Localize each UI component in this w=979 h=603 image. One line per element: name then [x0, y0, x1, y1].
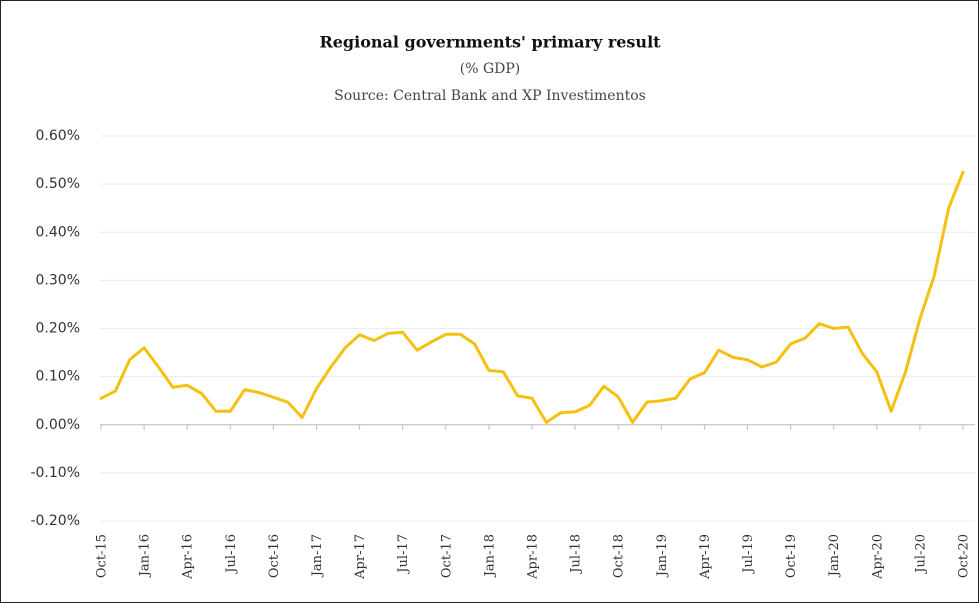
y-tick-label: 0.50% — [36, 176, 80, 192]
y-tick-label: -0.20% — [30, 513, 80, 529]
x-tick-label: Jan-20 — [827, 534, 842, 578]
x-tick-label: Jul-20 — [913, 534, 928, 575]
x-tick-label: Jan-16 — [138, 534, 153, 578]
y-tick-label: 0.60% — [36, 128, 80, 144]
y-tick-label: 0.20% — [36, 321, 80, 337]
y-tick-label: 0.30% — [36, 272, 80, 288]
y-tick-label: 0.00% — [36, 417, 80, 433]
chart-subtitle: (% GDP) — [460, 61, 521, 77]
x-tick-label: Oct-19 — [784, 534, 799, 578]
x-tick-label: Oct-18 — [612, 534, 627, 578]
x-tick-label: Apr-18 — [526, 534, 541, 580]
y-tick-label: 0.10% — [36, 369, 80, 385]
y-tick-label: 0.40% — [36, 224, 80, 240]
x-tick-label: Oct-17 — [439, 534, 454, 578]
x-tick-label: Apr-16 — [181, 534, 196, 580]
x-tick-label: Jul-18 — [569, 534, 584, 575]
x-tick-label: Jan-19 — [655, 534, 670, 578]
x-tick-label: Oct-15 — [95, 534, 110, 578]
x-tick-label: Apr-17 — [353, 534, 368, 580]
y-tick-label: -0.10% — [30, 465, 80, 481]
x-tick-label: Jan-18 — [482, 534, 497, 578]
x-tick-label: Jul-19 — [741, 534, 756, 575]
x-tick-label: Oct-20 — [957, 534, 972, 578]
x-tick-label: Jul-16 — [224, 534, 239, 575]
x-tick-label: Jul-17 — [396, 534, 411, 575]
data-line — [99, 170, 965, 424]
x-tick-label: Oct-16 — [267, 534, 282, 578]
x-tick-label: Apr-19 — [698, 534, 713, 580]
x-tick-label: Apr-20 — [870, 534, 885, 580]
chart-title: Regional governments' primary result — [319, 33, 661, 52]
x-tick-label: Jan-17 — [310, 534, 325, 578]
chart-source: Source: Central Bank and XP Investimento… — [334, 88, 646, 104]
